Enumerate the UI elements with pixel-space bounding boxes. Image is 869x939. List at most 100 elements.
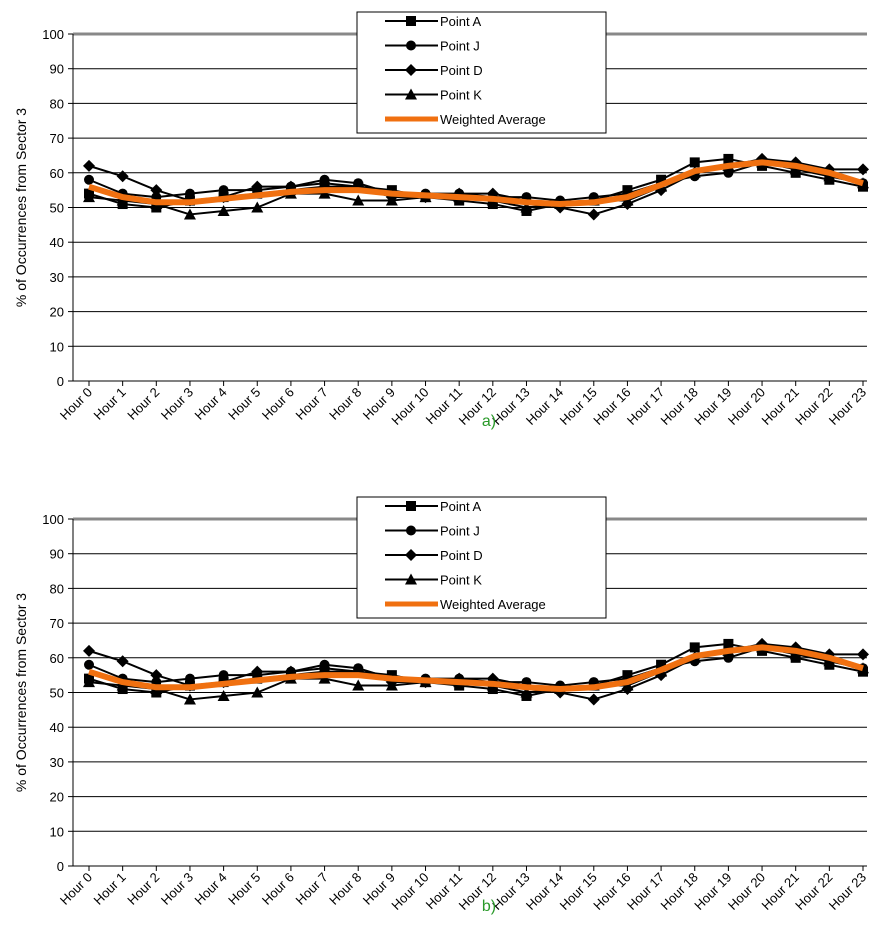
series-line <box>88 646 864 701</box>
x-tick-label: Hour 1 <box>91 870 129 908</box>
y-tick-label: 100 <box>42 27 64 42</box>
legend-label: Point K <box>440 88 482 103</box>
y-tick-label: 10 <box>50 339 64 354</box>
marker <box>217 689 230 701</box>
x-tick-label: Hour 8 <box>326 870 364 908</box>
x-tick-label: Hour 5 <box>225 385 263 423</box>
marker <box>406 16 416 26</box>
marker <box>406 525 416 536</box>
series-line <box>88 161 864 202</box>
x-tick-label: Hour 1 <box>91 385 129 423</box>
y-tick-label: 80 <box>50 581 64 596</box>
marker <box>84 174 94 185</box>
y-tick-label: 10 <box>50 824 64 839</box>
marker <box>587 208 600 221</box>
marker <box>83 159 95 172</box>
x-tick-label: Hour 0 <box>57 385 95 423</box>
marker <box>405 549 417 561</box>
y-tick-label: 40 <box>50 720 64 735</box>
y-tick-label: 50 <box>50 201 64 216</box>
chart: 0 10 20 30 40 50 60 70 80 90 100 % of Occurrences f… <box>13 11 869 430</box>
marker <box>385 679 398 691</box>
marker <box>689 642 700 653</box>
marker <box>723 153 734 164</box>
y-tick-label: 0 <box>57 374 64 389</box>
marker <box>251 180 264 193</box>
marker <box>318 177 331 190</box>
x-tick-label: Hour 4 <box>192 870 230 908</box>
marker <box>83 644 95 657</box>
series-line <box>88 161 864 216</box>
marker <box>385 194 398 206</box>
x-tick-label: Hour 7 <box>292 385 330 423</box>
x-tick-label: Hour 23 <box>826 385 869 428</box>
marker <box>406 40 416 51</box>
marker <box>116 170 129 183</box>
y-tick-label: 70 <box>50 616 64 631</box>
marker <box>183 693 196 705</box>
x-tick-label: Hour 5 <box>225 870 263 908</box>
marker <box>251 686 264 698</box>
y-tick-label: 30 <box>50 755 64 770</box>
x-tick-label: Hour 2 <box>124 385 162 423</box>
legend-label: Point A <box>440 14 482 29</box>
marker <box>184 673 195 684</box>
x-tick-label: Hour 2 <box>124 870 162 908</box>
caption: a) <box>482 413 496 430</box>
series-line <box>88 159 864 208</box>
y-tick-label: 20 <box>50 790 64 805</box>
y-tick-label: 0 <box>57 859 64 874</box>
marker <box>218 185 229 196</box>
marker <box>251 201 264 213</box>
x-tick-label: Hour 3 <box>158 385 196 423</box>
x-tick-label: Hour 8 <box>326 385 364 423</box>
series-line <box>88 646 864 687</box>
legend-label: Point A <box>440 499 482 514</box>
marker <box>405 88 417 100</box>
x-tick-label: Hour 4 <box>192 385 230 423</box>
y-tick-label: 60 <box>50 166 64 181</box>
y-axis-label: % of Occurrences from Sector 3 <box>13 108 29 307</box>
marker <box>405 573 417 585</box>
marker <box>184 188 195 199</box>
y-axis-label: % of Occurrences from Sector 3 <box>13 593 29 792</box>
marker <box>217 204 230 216</box>
legend-label: Point J <box>440 524 480 539</box>
marker <box>405 64 417 76</box>
x-tick-label: Hour 7 <box>292 870 330 908</box>
marker <box>150 669 163 682</box>
legend-label: Weighted Average <box>440 112 546 127</box>
marker <box>520 686 533 698</box>
marker <box>218 670 229 681</box>
marker <box>318 662 331 675</box>
y-tick-label: 30 <box>50 270 64 285</box>
y-tick-label: 20 <box>50 305 64 320</box>
legend-label: Weighted Average <box>440 597 546 612</box>
legend-box <box>356 496 607 619</box>
chart: 0 10 20 30 40 50 60 70 80 90 100 % of Occurrences f… <box>13 496 869 915</box>
x-tick-label: Hour 6 <box>259 870 297 908</box>
marker <box>83 676 95 688</box>
marker <box>689 157 700 168</box>
marker <box>150 184 163 197</box>
y-tick-label: 100 <box>42 512 64 527</box>
y-tick-label: 70 <box>50 131 64 146</box>
marker <box>251 665 264 678</box>
caption: b) <box>482 898 496 915</box>
marker <box>587 693 600 706</box>
x-tick-label: Hour 3 <box>158 870 196 908</box>
marker <box>183 208 196 220</box>
y-tick-label: 40 <box>50 235 64 250</box>
legend-label: Point D <box>440 63 483 78</box>
x-tick-label: Hour 23 <box>826 870 869 913</box>
legend-label: Point J <box>440 39 480 54</box>
y-tick-label: 90 <box>50 62 64 77</box>
legend-label: Point K <box>440 573 482 588</box>
y-tick-label: 90 <box>50 547 64 562</box>
legend-label: Point D <box>440 548 483 563</box>
marker <box>857 648 869 661</box>
marker <box>857 163 869 176</box>
x-tick-label: Hour 6 <box>259 385 297 423</box>
x-tick-label: Hour 0 <box>57 870 95 908</box>
